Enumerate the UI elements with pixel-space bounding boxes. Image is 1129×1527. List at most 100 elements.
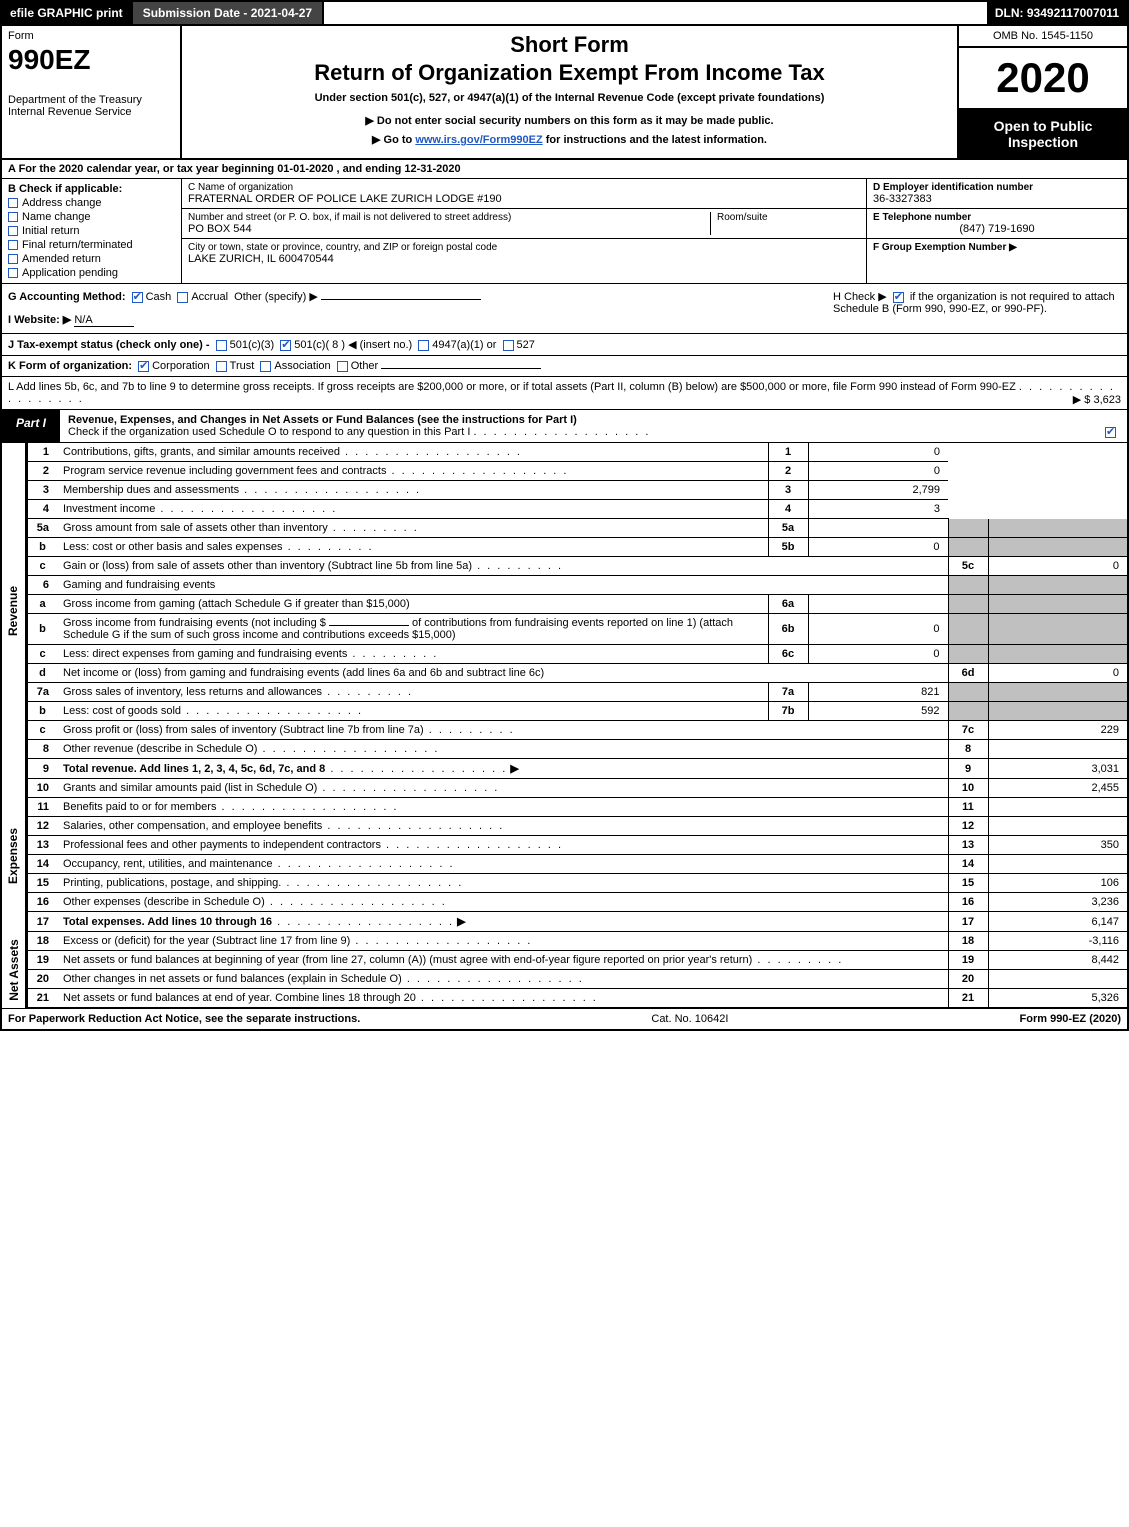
chk-4947[interactable] <box>418 340 429 351</box>
chk-amended-return[interactable]: Amended return <box>8 253 175 265</box>
grey-cell <box>948 702 988 721</box>
line-num: 10 <box>27 779 57 798</box>
revenue-section: Revenue 1Contributions, gifts, grants, a… <box>0 443 1129 779</box>
opt-527: 527 <box>517 339 535 351</box>
revenue-label: Revenue <box>7 586 21 636</box>
chk-schedule-o[interactable] <box>1105 427 1116 438</box>
chk-other-org[interactable] <box>337 361 348 372</box>
box-val: 592 <box>808 702 948 721</box>
line-col: 19 <box>948 951 988 970</box>
line-6d: dNet income or (loss) from gaming and fu… <box>27 664 1128 683</box>
chk-501c3[interactable] <box>216 340 227 351</box>
chk-initial-return[interactable]: Initial return <box>8 225 175 237</box>
netassets-table: 18Excess or (deficit) for the year (Subt… <box>26 932 1129 1008</box>
line-6c: cLess: direct expenses from gaming and f… <box>27 645 1128 664</box>
line-desc: Program service revenue including govern… <box>63 465 386 477</box>
col-c-org-info: C Name of organization FRATERNAL ORDER O… <box>182 179 867 283</box>
revenue-side-label: Revenue <box>0 443 26 779</box>
h-schedule-b: H Check ▶ if the organization is not req… <box>827 284 1127 333</box>
grey-cell <box>948 538 988 557</box>
line-9: 9Total revenue. Add lines 1, 2, 3, 4, 5c… <box>27 759 1128 779</box>
box-lbl: 6b <box>768 614 808 645</box>
line-num: d <box>27 664 57 683</box>
line-num: 5a <box>27 519 57 538</box>
line-num: 7a <box>27 683 57 702</box>
k-label: K Form of organization: <box>8 360 132 372</box>
line-amt: 0 <box>808 443 948 462</box>
phone-value: (847) 719-1690 <box>873 223 1121 235</box>
chk-cash[interactable] <box>132 292 143 303</box>
grey-cell <box>988 645 1128 664</box>
box-lbl: 5b <box>768 538 808 557</box>
line-num: 1 <box>27 443 57 462</box>
netassets-section: Net Assets 18Excess or (deficit) for the… <box>0 932 1129 1008</box>
line-num: c <box>27 557 57 576</box>
footer-cat: Cat. No. 10642I <box>360 1013 1019 1025</box>
line-col: 20 <box>948 970 988 989</box>
arrow-icon: ▶ <box>457 916 465 928</box>
line-3: 3Membership dues and assessments32,799 <box>27 481 1128 500</box>
l-amount: ▶ $ 3,623 <box>1073 393 1121 406</box>
part1-tab: Part I <box>2 410 60 442</box>
chk-address-change[interactable]: Address change <box>8 197 175 209</box>
irs-link[interactable]: www.irs.gov/Form990EZ <box>415 134 542 146</box>
header-center: Short Form Return of Organization Exempt… <box>182 26 957 158</box>
line-7c: cGross profit or (loss) from sales of in… <box>27 721 1128 740</box>
efile-label: efile GRAPHIC print <box>2 2 131 24</box>
line-amt: 0 <box>808 462 948 481</box>
org-name-row: C Name of organization FRATERNAL ORDER O… <box>182 179 866 209</box>
line-num: 2 <box>27 462 57 481</box>
other-org-line <box>381 368 541 369</box>
line-num: 20 <box>27 970 57 989</box>
line-16: 16Other expenses (describe in Schedule O… <box>27 893 1128 912</box>
chk-501c[interactable] <box>280 340 291 351</box>
line-num: c <box>27 721 57 740</box>
box-val: 0 <box>808 645 948 664</box>
line-18: 18Excess or (deficit) for the year (Subt… <box>27 932 1128 951</box>
line-5a: 5aGross amount from sale of assets other… <box>27 519 1128 538</box>
line-num: b <box>27 538 57 557</box>
chk-accrual[interactable] <box>177 292 188 303</box>
chk-assoc[interactable] <box>260 361 271 372</box>
opt-501c3: 501(c)(3) <box>230 339 275 351</box>
ein-row: D Employer identification number 36-3327… <box>867 179 1127 209</box>
line-num: a <box>27 595 57 614</box>
line-10: 10 Grants and similar amounts paid (list … <box>27 779 1128 798</box>
line-desc: Net assets or fund balances at beginning… <box>63 954 752 966</box>
i-label: I Website: ▶ <box>8 314 71 326</box>
line-desc: Membership dues and assessments <box>63 484 239 496</box>
chk-name-change[interactable]: Name change <box>8 211 175 223</box>
chk-trust[interactable] <box>216 361 227 372</box>
chk-label: Name change <box>22 211 91 223</box>
line-amt: 106 <box>988 874 1128 893</box>
line-6a: aGross income from gaming (attach Schedu… <box>27 595 1128 614</box>
row-j-tax-exempt: J Tax-exempt status (check only one) - 5… <box>0 334 1129 356</box>
line-col: 11 <box>948 798 988 817</box>
box-val <box>808 595 948 614</box>
line-num: c <box>27 645 57 664</box>
ein-label: D Employer identification number <box>873 182 1121 193</box>
line-col: 12 <box>948 817 988 836</box>
chk-final-return[interactable]: Final return/terminated <box>8 239 175 251</box>
opt-4947: 4947(a)(1) or <box>432 339 496 351</box>
chk-527[interactable] <box>503 340 514 351</box>
line-num: 19 <box>27 951 57 970</box>
box-val <box>808 519 948 538</box>
line-desc: Grants and similar amounts paid (list in… <box>63 782 317 794</box>
part1-title: Revenue, Expenses, and Changes in Net As… <box>60 410 1127 442</box>
chk-corp[interactable] <box>138 361 149 372</box>
line-num: 18 <box>27 932 57 951</box>
chk-application-pending[interactable]: Application pending <box>8 267 175 279</box>
line-desc: Less: cost of goods sold <box>63 705 181 717</box>
city-value: LAKE ZURICH, IL 600470544 <box>188 253 860 265</box>
line-num: 3 <box>27 481 57 500</box>
chk-schedule-b[interactable] <box>893 292 904 303</box>
line-13: 13Professional fees and other payments t… <box>27 836 1128 855</box>
line-6b: bGross income from fundraising events (n… <box>27 614 1128 645</box>
line-amt: 0 <box>988 664 1128 683</box>
page-footer: For Paperwork Reduction Act Notice, see … <box>0 1008 1129 1031</box>
line-amt <box>988 817 1128 836</box>
grey-cell <box>988 702 1128 721</box>
g-label: G Accounting Method: <box>8 291 126 303</box>
line-col: 1 <box>768 443 808 462</box>
